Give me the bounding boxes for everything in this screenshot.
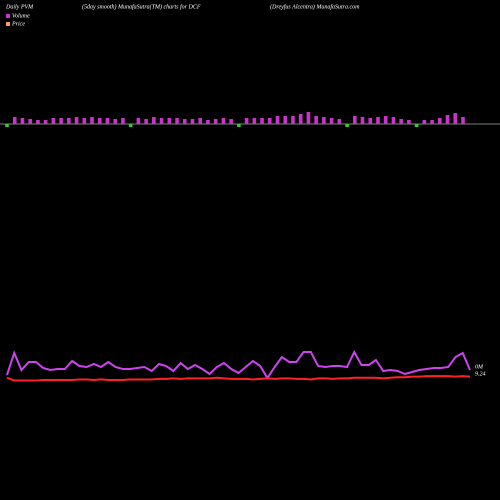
price-line	[6, 375, 471, 382]
volume-bar	[74, 117, 79, 124]
volume-bar	[36, 120, 40, 124]
volume-bar	[229, 119, 233, 124]
legend-swatch	[6, 22, 10, 26]
volume-bar	[430, 120, 434, 124]
volume-bar	[352, 116, 357, 124]
volume-bar	[291, 116, 295, 124]
volume-bar	[329, 118, 334, 124]
volume-bar	[159, 118, 164, 124]
volume-line	[6, 349, 471, 380]
volume-bar	[28, 119, 32, 124]
volume-bar	[82, 118, 87, 124]
volume-bar	[407, 120, 411, 124]
volume-bar	[414, 124, 419, 127]
volume-bar	[376, 117, 380, 124]
volume-bar	[90, 117, 94, 124]
volume-bar	[383, 116, 388, 124]
volume-bar	[260, 118, 264, 124]
volume-bar	[121, 118, 125, 124]
volume-bar	[360, 117, 365, 124]
volume-bar	[252, 118, 257, 124]
volume-bar	[206, 120, 210, 124]
volume-bar	[152, 117, 156, 124]
volume-bar	[5, 124, 9, 127]
value-label: 9.24	[475, 370, 486, 377]
volume-bar	[322, 117, 326, 124]
volume-bar	[51, 118, 56, 124]
volume-bar	[20, 118, 25, 124]
volume-bar	[144, 119, 148, 124]
volume-bar	[128, 124, 133, 127]
volume-bar	[314, 116, 318, 124]
volume-bar	[422, 120, 427, 124]
volume-bar	[182, 119, 187, 124]
volume-bar	[167, 118, 172, 124]
volume-bar	[190, 119, 195, 124]
volume-bar	[399, 119, 403, 124]
volume-bar	[345, 124, 349, 127]
volume-bar	[12, 117, 17, 124]
volume-bar	[391, 117, 396, 124]
volume-bar	[237, 124, 241, 127]
volume-bar	[67, 118, 71, 124]
volume-bar	[267, 118, 272, 124]
volume-bar	[368, 118, 373, 124]
volume-bar	[221, 118, 226, 124]
volume-bar	[445, 115, 450, 124]
volume-bar	[105, 118, 110, 124]
volume-bar	[97, 118, 102, 124]
volume-bar	[213, 119, 218, 124]
volume-bar	[136, 118, 141, 124]
volume-bar	[461, 117, 465, 124]
volume-bar	[298, 114, 303, 124]
volume-bar	[244, 118, 249, 124]
chart-title: Daily PVM	[5, 4, 34, 10]
volume-bar	[337, 119, 342, 124]
volume-bar	[283, 116, 288, 124]
volume-bar	[275, 116, 280, 124]
chart-title: (Dreyfus Alcentra) MunafaSutra.com	[270, 3, 360, 10]
volume-bar	[438, 118, 442, 124]
volume-bar	[306, 112, 311, 124]
chart-title: (5day smooth) MunafaSutra(TM) charts for…	[82, 3, 201, 10]
volume-bar	[59, 118, 63, 124]
volume-bar	[43, 120, 48, 124]
value-label: 0M	[475, 364, 484, 370]
volume-bar	[198, 118, 203, 124]
legend-label: Volume	[12, 13, 30, 19]
volume-bar	[453, 113, 458, 124]
legend-swatch	[6, 14, 10, 18]
volume-bar	[175, 118, 179, 124]
legend-label: Price	[11, 21, 25, 27]
volume-bar	[113, 119, 118, 124]
